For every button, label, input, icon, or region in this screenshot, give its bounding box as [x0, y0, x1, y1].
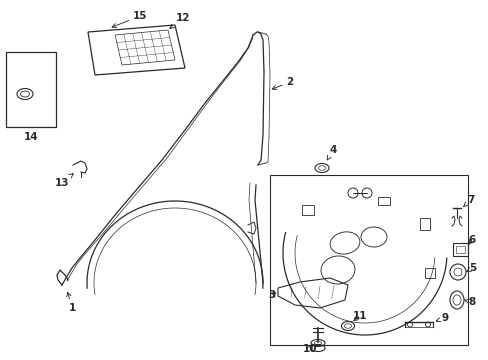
Text: 2: 2 — [272, 77, 293, 90]
Bar — [419, 218, 429, 230]
Text: 6: 6 — [468, 235, 475, 245]
Text: 1: 1 — [67, 292, 76, 313]
Text: 12: 12 — [169, 13, 190, 28]
Text: 14: 14 — [23, 132, 38, 142]
Bar — [455, 246, 464, 253]
Text: 9: 9 — [435, 313, 447, 323]
Bar — [6, 52, 56, 127]
Text: 15: 15 — [112, 11, 147, 27]
Text: 5: 5 — [466, 263, 476, 273]
Text: 4: 4 — [326, 145, 336, 160]
Bar — [377, 197, 389, 205]
Bar — [302, 205, 313, 215]
Text: 8: 8 — [463, 297, 475, 307]
Bar — [452, 243, 467, 256]
Bar — [269, 175, 467, 345]
Text: 3: 3 — [268, 290, 275, 300]
Text: 10: 10 — [302, 344, 317, 354]
Text: 7: 7 — [463, 195, 474, 207]
Text: 11: 11 — [352, 311, 366, 321]
Text: 13: 13 — [55, 174, 73, 188]
Bar — [424, 268, 434, 278]
